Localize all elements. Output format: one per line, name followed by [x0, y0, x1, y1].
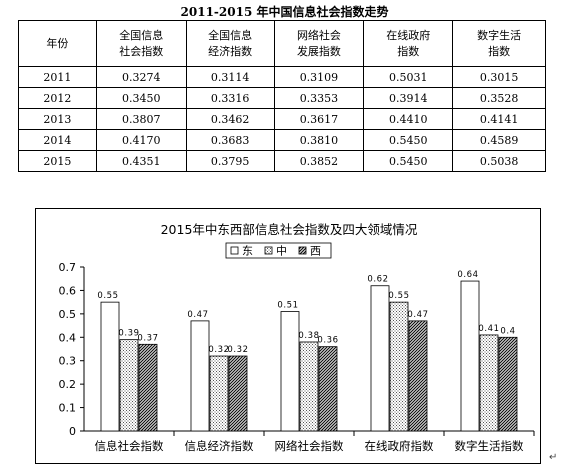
y-tick-label: 0.1 [59, 402, 77, 415]
bar-east [460, 280, 480, 432]
bar-chart: 2015年中东西部信息社会指数及四大领域情况 东 中 西 0 0.1 0.2 0.3 0.4… [59, 222, 535, 453]
cell-value: 0.4141 [452, 108, 546, 130]
header-online-government: 在线政府 指数 [363, 20, 454, 67]
cell-value: 0.3114 [185, 66, 275, 88]
x-tick-label: 在线政府指数 [365, 439, 434, 453]
bar-central [299, 341, 319, 432]
legend-label-east: 东 [242, 245, 253, 258]
header-info-economy: 全国信息 经济指数 [185, 20, 275, 67]
cell-value: 0.4410 [363, 108, 454, 130]
table-row: 2015 0.4351 0.3795 0.3852 0.5450 0.5038 [18, 150, 546, 172]
table-row: 2011 0.3274 0.3114 0.3109 0.5031 0.3015 [18, 66, 546, 88]
cell-value: 0.3807 [95, 108, 187, 130]
cell-value: 0.4351 [95, 150, 187, 172]
header-digital-life: 数字生活 指数 [452, 20, 546, 67]
cell-year: 2011 [18, 66, 97, 88]
y-tick-label: 0.3 [59, 355, 77, 368]
data-label: 0.51 [277, 301, 298, 311]
bar-west [228, 355, 248, 432]
cell-value: 0.3274 [95, 66, 187, 88]
legend-swatch-central [264, 246, 273, 255]
data-label: 0.64 [457, 270, 478, 280]
legend-label-central: 中 [276, 245, 287, 258]
cell-value: 0.5031 [363, 66, 454, 88]
data-label: 0.47 [407, 310, 428, 320]
table-row: 2012 0.3450 0.3316 0.3353 0.3914 0.3528 [18, 87, 546, 109]
bar-central [119, 339, 139, 432]
x-tick-label: 网络社会指数 [275, 439, 344, 453]
cell-value: 0.3617 [273, 108, 365, 130]
cell-value: 0.3015 [452, 66, 546, 88]
cell-year: 2014 [18, 129, 97, 151]
data-label: 0.47 [187, 310, 208, 320]
cell-value: 0.4589 [452, 129, 546, 151]
cell-value: 0.3109 [273, 66, 365, 88]
bar-central [209, 355, 229, 432]
y-tick-label: 0.6 [59, 284, 77, 297]
y-tick-label: 0.7 [59, 261, 77, 274]
legend-swatch-east [230, 246, 239, 255]
cell-value: 0.5450 [363, 150, 454, 172]
header-network-society: 网络社会 发展指数 [273, 20, 365, 67]
cell-year: 2013 [18, 108, 97, 130]
cell-year: 2012 [18, 87, 97, 109]
x-tick-label: 信息社会指数 [95, 439, 164, 453]
x-tick-label: 信息经济指数 [185, 439, 254, 453]
data-label: 0.55 [388, 291, 409, 301]
bar-east [370, 285, 390, 432]
data-label: 0.55 [97, 291, 118, 301]
cell-value: 0.3914 [363, 87, 454, 109]
cell-value: 0.3795 [185, 150, 275, 172]
table-row: 2014 0.4170 0.3683 0.3810 0.5450 0.4589 [18, 129, 546, 151]
data-label: 0.32 [208, 345, 229, 355]
chart-legend: 东中西 [225, 242, 332, 259]
plot-area: 0 0.1 0.2 0.3 0.4 0.5 0.6 0.7 0.55 0.390.37 信息社会指数… [59, 261, 535, 453]
data-label: 0.36 [317, 336, 338, 346]
header-info-society: 全国信息 社会指数 [95, 20, 187, 67]
y-tick-label: 0.5 [59, 308, 77, 321]
table-header-row: 年份 全国信息 社会指数 全国信息 经济指数 网络社会 发展指数 在线政府 指数 数字生… [18, 20, 546, 67]
cell-value: 0.5450 [363, 129, 454, 151]
data-label: 0.62 [367, 275, 388, 285]
bar-west [408, 320, 428, 432]
x-tick-label: 数字生活指数 [455, 439, 524, 453]
legend-label-west: 西 [310, 245, 321, 258]
index-trend-table: 年份 全国信息 社会指数 全国信息 经济指数 网络社会 发展指数 在线政府 指数 数字生… [18, 20, 546, 172]
y-tick-label: 0.4 [59, 331, 77, 344]
bar-east [280, 311, 300, 432]
cell-value: 0.3852 [273, 150, 365, 172]
cell-year: 2015 [18, 150, 97, 172]
data-label: 0.39 [118, 329, 139, 339]
cell-value: 0.3316 [185, 87, 275, 109]
chart-title: 2015年中东西部信息社会指数及四大领域情况 [161, 222, 418, 237]
data-label: 0.41 [478, 324, 499, 334]
bar-central [389, 301, 409, 432]
chart-frame: 2015年中东西部信息社会指数及四大领域情况 东 中 西 0 0.1 0.2 0.3 0.4… [35, 208, 541, 464]
bar-central [479, 334, 499, 432]
cell-value: 0.3528 [452, 87, 546, 109]
bar-east [190, 320, 210, 432]
cell-value: 0.3810 [273, 129, 365, 151]
legend-swatch-west [298, 246, 307, 255]
header-year: 年份 [18, 20, 97, 67]
data-label: 0.4 [500, 326, 515, 336]
y-tick-label: 0 [69, 425, 76, 438]
cell-value: 0.3462 [185, 108, 275, 130]
paragraph-return-mark: ↵ [549, 452, 558, 463]
cell-value: 0.5038 [452, 150, 546, 172]
cell-value: 0.3450 [95, 87, 187, 109]
bar-west [138, 343, 158, 432]
bar-west [318, 346, 338, 432]
table-title: 2011-2015 年中国信息社会指数走势 [180, 5, 389, 19]
cell-value: 0.3683 [185, 129, 275, 151]
data-label: 0.38 [298, 331, 319, 341]
cell-value: 0.3353 [273, 87, 365, 109]
table-row: 2013 0.3807 0.3462 0.3617 0.4410 0.4141 [18, 108, 546, 130]
data-label: 0.32 [227, 345, 248, 355]
bar-west [498, 336, 518, 432]
data-label: 0.37 [137, 333, 158, 343]
bar-east [100, 301, 120, 432]
y-tick-label: 0.2 [59, 378, 77, 391]
cell-value: 0.4170 [95, 129, 187, 151]
